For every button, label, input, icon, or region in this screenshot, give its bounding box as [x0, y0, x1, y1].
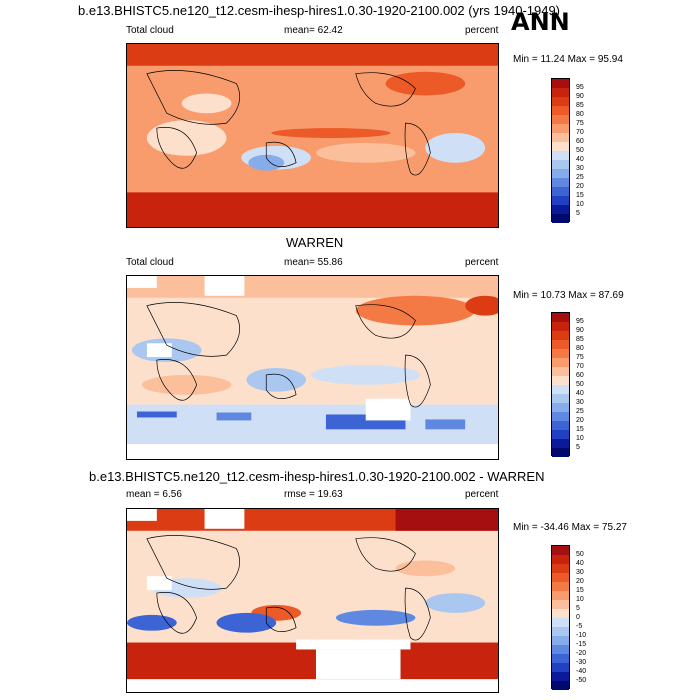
panel2-cbar-label: 25 — [576, 408, 584, 415]
panel2-minmax: Min = 10.73 Max = 87.69 — [513, 290, 624, 301]
panel1-cbar-label: 40 — [576, 156, 584, 163]
panel3-cbar-label: 40 — [576, 560, 584, 567]
panel2-cbar-label: 20 — [576, 417, 584, 424]
panel1-cbar-label: 85 — [576, 102, 584, 109]
panel1-map — [126, 43, 499, 228]
panel1-cbar-label: 80 — [576, 111, 584, 118]
panel3-mean-label: mean = 6.56 — [126, 489, 182, 500]
panel1-cbar-label: 10 — [576, 201, 584, 208]
panel3-cbar-label: 10 — [576, 596, 584, 603]
panel3-title: b.e13.BHISTC5.ne120_t12.cesm-ihesp-hires… — [89, 469, 545, 484]
panel3-cbar-label: -5 — [576, 623, 583, 630]
panel1-mean-label: mean= 62.42 — [284, 25, 343, 36]
panel2-units-label: percent — [465, 257, 499, 268]
panel1-cbar-label: 60 — [576, 138, 584, 145]
panel1-colorbar — [551, 78, 570, 223]
panel2-colorbar — [551, 312, 570, 457]
panel2-cbar-label: 30 — [576, 399, 584, 406]
panel3-cbar-label: -10 — [576, 632, 587, 639]
panel2-cbar-label: 5 — [576, 444, 580, 451]
panel2-variable-label: Total cloud — [126, 257, 174, 268]
panel3-cbar-label: -20 — [576, 650, 587, 657]
panel3-cbar-label: -30 — [576, 659, 587, 666]
panel2-cbar-label: 75 — [576, 354, 584, 361]
panel2-title: WARREN — [286, 235, 344, 250]
panel3-colorbar — [551, 545, 570, 690]
panel3-map — [126, 508, 499, 693]
panel3-cbar-label: 20 — [576, 578, 584, 585]
panel2-cbar-label: 50 — [576, 381, 584, 388]
panel1-units-label: percent — [465, 25, 499, 36]
panel2-cbar-label: 10 — [576, 435, 584, 442]
panel2-cbar-label: 85 — [576, 336, 584, 343]
panel3-cbar-label: 5 — [576, 605, 580, 612]
panel1-cbar-label: 25 — [576, 174, 584, 181]
panel3-cbar-label: 15 — [576, 587, 584, 594]
panel3-units-label: percent — [465, 489, 499, 500]
panel2-map — [126, 275, 499, 460]
panel1-cbar-label: 75 — [576, 120, 584, 127]
panel2-mean-label: mean= 55.86 — [284, 257, 343, 268]
panel1-cbar-label: 95 — [576, 84, 584, 91]
panel1-cbar-label: 70 — [576, 129, 584, 136]
panel3-cbar-label: -15 — [576, 641, 587, 648]
panel2-cbar-label: 70 — [576, 363, 584, 370]
panel1-cbar-label: 30 — [576, 165, 584, 172]
panel1-minmax: Min = 11.24 Max = 95.94 — [513, 54, 623, 65]
case-title: b.e13.BHISTC5.ne120_t12.cesm-ihesp-hires… — [78, 3, 561, 18]
panel2-cbar-label: 60 — [576, 372, 584, 379]
panel2-cbar-label: 95 — [576, 318, 584, 325]
panel3-rmse-label: rmse = 19.63 — [284, 489, 343, 500]
panel3-cbar-label: -50 — [576, 677, 587, 684]
panel3-minmax: Min = -34.46 Max = 75.27 — [513, 522, 627, 533]
panel3-cbar-label: 30 — [576, 569, 584, 576]
panel1-cbar-label: 15 — [576, 192, 584, 199]
panel1-cbar-label: 20 — [576, 183, 584, 190]
panel1-cbar-label: 5 — [576, 210, 580, 217]
panel1-variable-label: Total cloud — [126, 25, 174, 36]
panel3-cbar-label: 0 — [576, 614, 580, 621]
panel1-cbar-label: 50 — [576, 147, 584, 154]
panel1-cbar-label: 90 — [576, 93, 584, 100]
panel3-cbar-label: -40 — [576, 668, 587, 675]
panel2-cbar-label: 15 — [576, 426, 584, 433]
panel3-cbar-label: 50 — [576, 551, 584, 558]
panel2-cbar-label: 90 — [576, 327, 584, 334]
panel2-cbar-label: 40 — [576, 390, 584, 397]
season-label: ANN — [511, 8, 570, 36]
panel2-cbar-label: 80 — [576, 345, 584, 352]
